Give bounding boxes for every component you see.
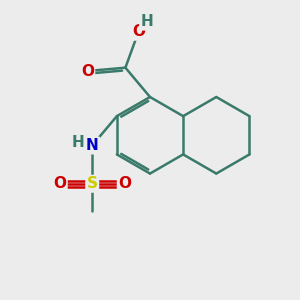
Text: H: H (141, 14, 153, 29)
Text: O: O (81, 64, 94, 79)
Text: H: H (71, 135, 84, 150)
Text: N: N (86, 138, 99, 153)
Text: O: O (53, 176, 66, 191)
Text: S: S (87, 176, 98, 191)
Text: O: O (132, 24, 145, 39)
Text: O: O (118, 176, 131, 191)
